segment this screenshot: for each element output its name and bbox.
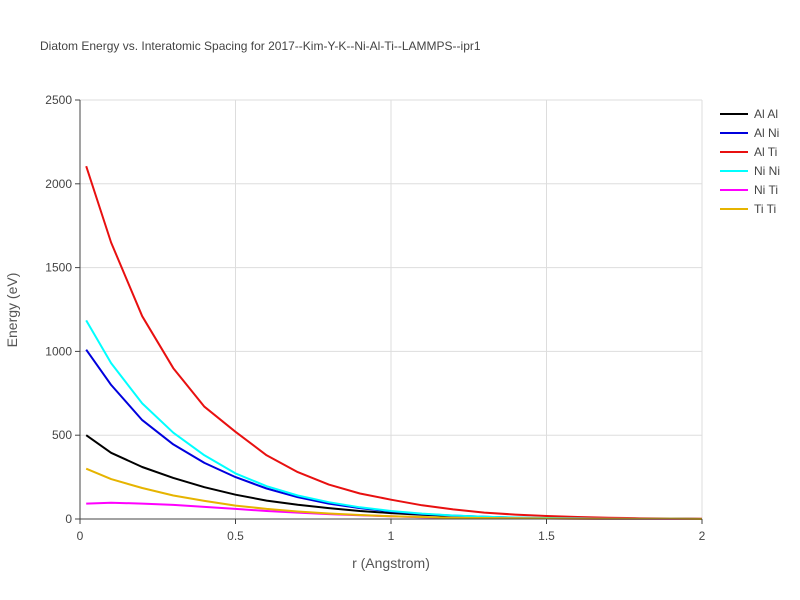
legend-item[interactable]: Ni Ni	[720, 164, 780, 178]
series-layer	[85, 165, 703, 520]
x-tick-label: 2	[699, 529, 706, 543]
y-axis-label: Energy (eV)	[4, 273, 20, 348]
legend-item[interactable]: Ni Ti	[720, 183, 778, 197]
legend-label: Al Ti	[754, 145, 777, 159]
legend-item[interactable]: Al Ti	[720, 145, 777, 159]
x-tick-label: 1	[388, 529, 395, 543]
x-axis-label: r (Angstrom)	[352, 555, 430, 571]
legend-label: Al Ni	[754, 126, 779, 140]
y-tick-label: 0	[65, 512, 72, 526]
legend: Al Al Al Ni Al Ti Ni Ni Ni Ti Ti Ti	[720, 107, 780, 216]
y-tick-label: 2500	[45, 93, 72, 107]
y-tick-label: 500	[52, 428, 72, 442]
legend-item[interactable]: Ti Ti	[720, 202, 776, 216]
legend-item[interactable]: Al Ni	[720, 126, 779, 140]
legend-label: Ni Ti	[754, 183, 778, 197]
grid	[80, 99, 703, 519]
legend-label: Ti Ti	[754, 202, 776, 216]
y-tick-label: 1000	[45, 344, 72, 358]
legend-item[interactable]: Al Al	[720, 107, 778, 121]
x-tick-label: 1.5	[538, 529, 555, 543]
x-tick-label: 0.5	[227, 529, 244, 543]
series-line-al-ti	[85, 165, 703, 520]
legend-label: Al Al	[754, 107, 778, 121]
y-tick-label: 1500	[45, 261, 72, 275]
chart-title: Diatom Energy vs. Interatomic Spacing fo…	[40, 39, 481, 53]
y-tick-label: 2000	[45, 177, 72, 191]
axes: 0 0.5 1 1.5 2 0 500 1000 1500 2000 2500	[45, 93, 705, 543]
x-tick-label: 0	[77, 529, 84, 543]
legend-label: Ni Ni	[754, 164, 780, 178]
series-line-ni-ni	[85, 319, 703, 520]
